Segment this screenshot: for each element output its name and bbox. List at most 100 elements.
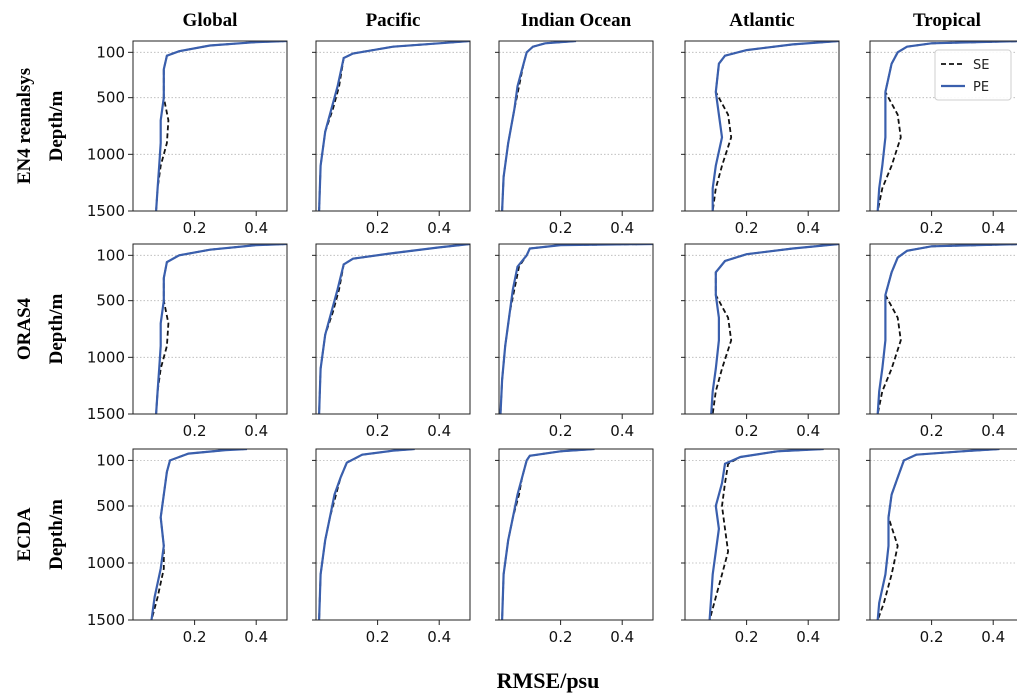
- x-tick-label: 0.4: [610, 422, 634, 440]
- y-tick-label: 100: [96, 43, 125, 61]
- series-pe-line: [318, 244, 470, 414]
- panel: 0.2 0.4: [681, 40, 840, 237]
- x-tick-label: 0.4: [796, 628, 820, 646]
- x-tick-label: 0.4: [796, 422, 820, 440]
- legend-se-label: SE: [973, 58, 989, 73]
- column-titles: Global Pacific Indian Ocean Atlantic Tropica…: [183, 10, 981, 31]
- x-tick-label: 0.4: [981, 422, 1005, 440]
- x-tick-label: 0.4: [427, 628, 451, 646]
- y-tick-label: 500: [96, 497, 125, 515]
- panel: 0.2 0.4: [495, 40, 654, 237]
- series-se-line: [501, 449, 595, 620]
- panel: 0.2 0.4: [866, 448, 1017, 646]
- x-tick-label: 0.2: [735, 628, 759, 646]
- series-pe-line: [155, 244, 287, 414]
- row-titles: EN4 reanalsys Depth/m ORAS4 Depth/m ECDA Dept…: [14, 68, 67, 570]
- panel-frame: [869, 448, 1017, 621]
- series-pe-line: [876, 244, 1017, 414]
- x-tick-label: 0.2: [183, 219, 207, 237]
- panel: 0.2 0.4: [866, 40, 1017, 237]
- y-tick-label: 1500: [87, 202, 125, 220]
- y-tick-label: 1500: [87, 611, 125, 629]
- x-tick-label: 0.4: [244, 628, 268, 646]
- row-title: ORAS4: [14, 297, 35, 360]
- panel: 0.2 0.4: [312, 448, 471, 646]
- x-tick-label: 0.4: [427, 422, 451, 440]
- legend: SE PE: [934, 49, 1012, 101]
- y-tick-label: 1000: [87, 145, 125, 163]
- panel-frame: [684, 40, 840, 212]
- panel: 100 500 1000 1500 0.2 0.4: [87, 40, 288, 237]
- panel-frame: [132, 448, 288, 621]
- panel-frame: [869, 243, 1017, 415]
- x-tick-label: 0.2: [366, 422, 390, 440]
- x-axis-label: RMSE/psu: [497, 668, 600, 693]
- row-title: EN4 reanalsys: [14, 68, 35, 184]
- series-se-line: [876, 244, 1017, 414]
- panel-frame: [315, 40, 471, 212]
- series-pe-line: [876, 41, 1017, 211]
- x-tick-label: 0.2: [735, 219, 759, 237]
- series-pe-line: [150, 449, 248, 620]
- x-tick-label: 0.2: [183, 628, 207, 646]
- column-title: Tropical: [913, 10, 981, 31]
- x-tick-label: 0.2: [549, 422, 573, 440]
- x-tick-label: 0.2: [183, 422, 207, 440]
- x-tick-label: 0.4: [244, 422, 268, 440]
- x-tick-label: 0.2: [366, 219, 390, 237]
- column-title: Indian Ocean: [521, 10, 632, 31]
- series-pe-line: [318, 449, 415, 620]
- series-pe-line: [711, 41, 839, 211]
- series-se-line: [499, 244, 653, 414]
- panel: 0.2 0.4: [495, 448, 654, 646]
- y-tick-label: 1000: [87, 554, 125, 572]
- x-tick-label: 0.2: [549, 219, 573, 237]
- series-se-line: [155, 244, 287, 414]
- x-tick-label: 0.4: [981, 628, 1005, 646]
- series-pe-line: [708, 449, 824, 620]
- panel: 0.2 0.4: [312, 243, 471, 440]
- y-axis-label: Depth/m: [46, 90, 67, 161]
- x-tick-label: 0.4: [796, 219, 820, 237]
- panel: 0.2 0.4: [681, 243, 840, 440]
- column-title: Pacific: [366, 10, 421, 31]
- series-se-line: [318, 449, 415, 620]
- legend-pe-label: PE: [973, 80, 989, 95]
- column-title: Global: [183, 10, 238, 31]
- panel-frame: [498, 40, 654, 212]
- series-pe-line: [876, 449, 1000, 620]
- series-se-line: [155, 41, 287, 211]
- panel: 100 500 1000 1500 0.2 0.4: [87, 448, 288, 646]
- series-pe-line: [318, 41, 470, 211]
- x-tick-label: 0.4: [244, 219, 268, 237]
- x-tick-label: 0.4: [610, 219, 634, 237]
- panel: 100 500 1000 1500 0.2 0.4: [87, 243, 288, 440]
- panel-frame: [684, 448, 840, 621]
- panel: 0.2 0.4: [866, 243, 1017, 440]
- column-title: Atlantic: [729, 10, 794, 31]
- y-tick-label: 1000: [87, 348, 125, 366]
- series-pe-line: [710, 244, 839, 414]
- y-axis-label: Depth/m: [46, 499, 67, 570]
- panel-frame: [684, 243, 840, 415]
- panel-frame: [315, 243, 471, 415]
- panel: 0.2 0.4: [681, 448, 840, 646]
- x-tick-label: 0.2: [549, 628, 573, 646]
- row-title: ECDA: [14, 507, 35, 561]
- series-se-line: [876, 449, 1000, 620]
- x-tick-label: 0.2: [920, 219, 944, 237]
- panel-frame: [132, 40, 288, 212]
- x-tick-label: 0.4: [610, 628, 634, 646]
- y-tick-label: 100: [96, 451, 125, 469]
- y-tick-label: 500: [96, 89, 125, 107]
- legend-box: [934, 49, 1012, 101]
- panel-frame: [132, 243, 288, 415]
- panel: 0.2 0.4: [312, 40, 471, 237]
- x-tick-label: 0.2: [735, 422, 759, 440]
- series-pe-line: [501, 449, 595, 620]
- series-se-line: [708, 449, 824, 620]
- panel-frame: [315, 448, 471, 621]
- y-axis-label: Depth/m: [46, 293, 67, 364]
